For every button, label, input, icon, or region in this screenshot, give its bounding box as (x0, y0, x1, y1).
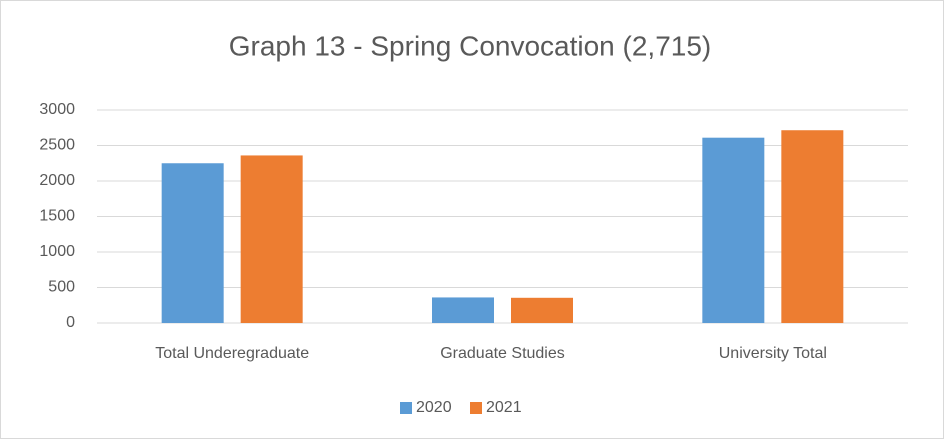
legend-label: 2020 (416, 399, 452, 416)
bar (161, 163, 224, 323)
x-tick-label: Graduate Studies (440, 345, 565, 362)
legend-label: 2021 (486, 399, 522, 416)
bar (240, 155, 303, 323)
y-tick-label: 2500 (39, 137, 75, 154)
chart-title: Graph 13 - Spring Convocation (2,715) (229, 30, 712, 61)
bar (511, 297, 573, 323)
y-tick-label: 0 (66, 314, 75, 331)
y-tick-label: 1500 (39, 208, 75, 225)
y-tick-label: 3000 (39, 101, 75, 118)
legend-swatch (400, 402, 412, 414)
y-tick-label: 1000 (39, 243, 75, 260)
x-tick-label: University Total (719, 345, 827, 362)
bar (432, 297, 494, 323)
legend-swatch (470, 402, 482, 414)
y-tick-label: 2000 (39, 172, 75, 189)
bar (702, 137, 765, 323)
y-tick-label: 500 (48, 279, 75, 296)
bar (781, 130, 844, 323)
x-tick-label: Total Underegraduate (155, 345, 309, 362)
